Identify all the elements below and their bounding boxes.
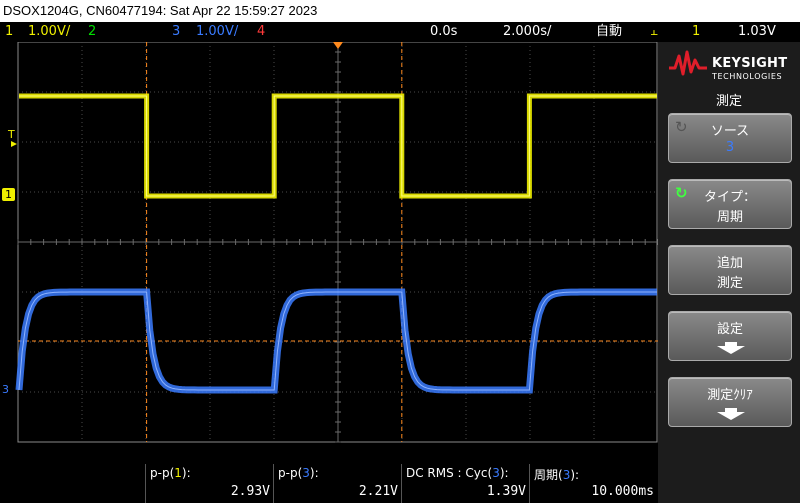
meas-2-value: 2.21V	[358, 484, 398, 499]
trigger-edge-icon: ⫠	[650, 24, 658, 39]
trigger-mode[interactable]: 自動	[596, 24, 623, 39]
meas-3-channel: 3	[492, 466, 500, 480]
softkey-source-value: 3	[725, 140, 735, 155]
meas-3-value: 1.39V	[486, 484, 526, 499]
submenu-arrow-icon	[717, 342, 745, 354]
meas-4-label-prefix: 周期(	[534, 468, 563, 482]
status-bar: 1 1.00V/ 2 3 1.00V/ 4 0.0s 2.000s/ 自動 ⫠ …	[0, 22, 800, 42]
trigger-level-marker: T	[8, 128, 15, 141]
softkey-source[interactable]: ↻ ソース 3	[668, 113, 792, 163]
meas-2-channel: 3	[302, 466, 310, 480]
meas-4-channel: 3	[562, 468, 571, 482]
measurement-bar: p-p(1): 2.93V p-p(3): 2.21V DC RMS : Cyc…	[0, 464, 658, 503]
ch3-number[interactable]: 3	[172, 24, 181, 39]
trigger-position-marker	[333, 42, 343, 49]
meas-separator	[145, 464, 146, 503]
meas-1-label-suffix: ):	[181, 466, 191, 480]
softkey-panel: KEYSIGHT TECHNOLOGIES 測定 ↻ ソース 3 ↻ タイプ： …	[658, 42, 800, 503]
meas-1-label[interactable]: p-p(1):	[150, 466, 191, 480]
meas-1-label-prefix: p-p(	[150, 466, 175, 480]
ch4-number[interactable]: 4	[257, 24, 266, 39]
ch1-number[interactable]: 1	[5, 24, 14, 39]
window-title: DSOX1204G, CN60477194: Sat Apr 22 15:59:…	[0, 0, 800, 22]
waveform-display[interactable]: T 1 3	[0, 42, 658, 464]
meas-3-label-suffix: ):	[499, 466, 509, 480]
softkey-type-value: 周期	[716, 210, 743, 225]
meas-separator	[401, 464, 402, 503]
meas-4-label[interactable]: 周期(3):	[534, 466, 579, 483]
waveform-graticule	[11, 42, 658, 443]
softkey-settings[interactable]: 設定	[668, 311, 792, 361]
ch1-ground-marker[interactable]: 1	[2, 188, 15, 201]
ch1-waveform-core	[19, 95, 657, 197]
ch3-ground-marker[interactable]: 3	[2, 383, 9, 396]
ch2-number[interactable]: 2	[88, 24, 97, 39]
ch1-scale[interactable]: 1.00V/	[28, 24, 71, 39]
softkey-add-line2: 測定	[716, 276, 743, 291]
softkey-type[interactable]: ↻ タイプ： 周期	[668, 179, 792, 229]
ch3-scale[interactable]: 1.00V/	[196, 24, 239, 39]
submenu-arrow-icon	[717, 408, 745, 420]
softkey-clear-label: 測定ｸﾘｱ	[707, 388, 753, 403]
keysight-logo: KEYSIGHT TECHNOLOGIES	[668, 48, 794, 84]
keysight-wave-icon	[669, 50, 707, 76]
meas-3-label[interactable]: DC RMS : Cyc(3):	[406, 466, 509, 480]
time-scale[interactable]: 2.000s/	[503, 24, 552, 39]
meas-2-label-prefix: p-p(	[278, 466, 303, 480]
trigger-level-arrow	[11, 141, 17, 147]
menu-title: 測定	[715, 94, 742, 109]
meas-1-value: 2.93V	[230, 484, 270, 499]
knob-icon-inactive: ↻	[675, 118, 688, 136]
meas-3-label-prefix: DC RMS : Cyc(	[406, 466, 493, 480]
meas-1-channel: 1	[174, 466, 182, 480]
softkey-type-label: タイプ：	[703, 190, 756, 205]
meas-2-label[interactable]: p-p(3):	[278, 466, 319, 480]
meas-4-value: 10.000ms	[591, 484, 654, 499]
meas-4-label-suffix: ):	[570, 468, 580, 482]
trigger-source[interactable]: 1	[692, 24, 701, 39]
softkey-source-label: ソース	[710, 124, 750, 139]
logo-subtitle: TECHNOLOGIES	[712, 72, 783, 81]
meas-separator	[273, 464, 274, 503]
knob-icon-active: ↻	[675, 184, 688, 202]
softkey-add-line1: 追加	[716, 256, 743, 271]
softkey-add-measurement[interactable]: 追加 測定	[668, 245, 792, 295]
softkey-clear-measurements[interactable]: 測定ｸﾘｱ	[668, 377, 792, 427]
meas-separator	[529, 464, 530, 503]
trigger-level[interactable]: 1.03V	[738, 24, 776, 39]
ch3-waveform-core	[18, 291, 657, 391]
meas-2-label-suffix: ):	[309, 466, 319, 480]
time-delay[interactable]: 0.0s	[430, 24, 458, 39]
softkey-settings-label: 設定	[716, 322, 743, 337]
logo-word: KEYSIGHT	[712, 56, 788, 71]
